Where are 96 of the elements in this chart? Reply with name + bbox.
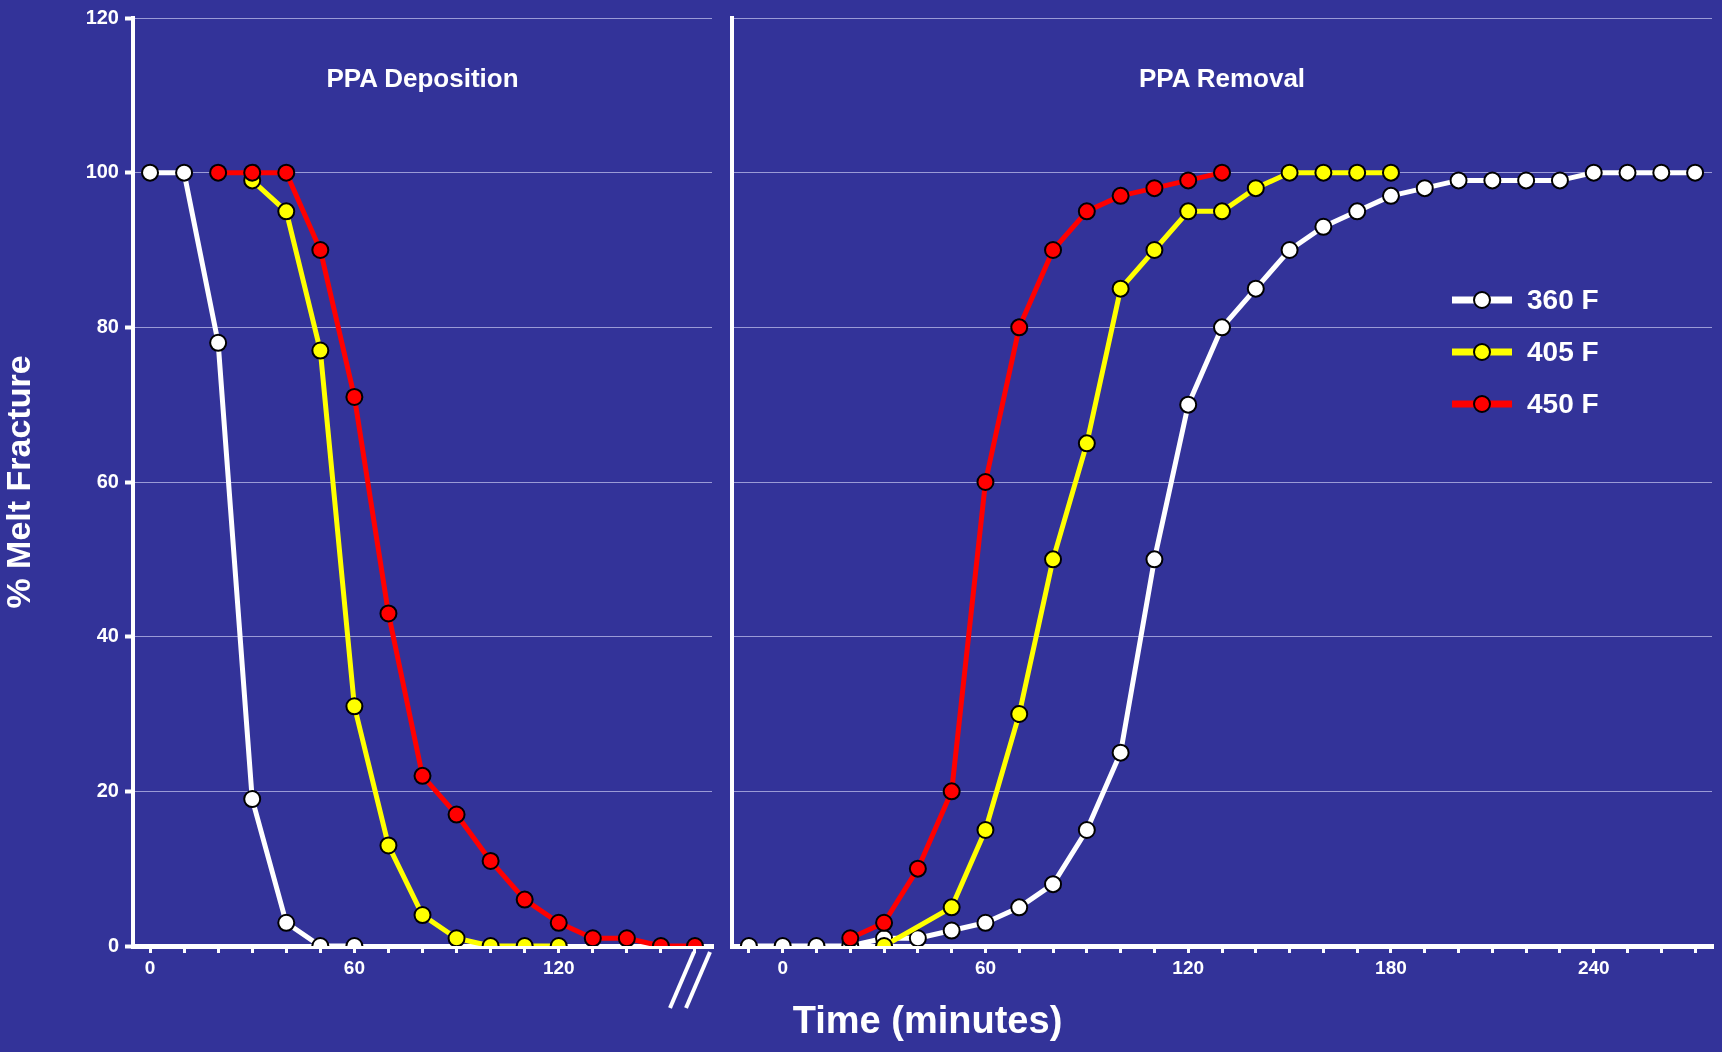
point	[277, 163, 296, 182]
point	[243, 790, 262, 809]
y-tick-label: 100	[85, 160, 119, 183]
point	[1044, 875, 1063, 894]
point	[1179, 395, 1198, 414]
legend-label: 450 F	[1527, 387, 1599, 419]
point	[1179, 202, 1198, 221]
point	[447, 929, 466, 946]
point	[1179, 171, 1198, 190]
point	[976, 821, 995, 839]
point	[345, 697, 364, 716]
point	[549, 913, 568, 932]
point	[1010, 318, 1029, 337]
x-tick-label: 0	[144, 956, 156, 978]
point	[141, 163, 160, 182]
point	[942, 782, 961, 801]
point	[481, 851, 500, 870]
point	[515, 890, 534, 909]
point	[1044, 241, 1063, 259]
y-tick-label: 120	[85, 5, 119, 28]
point	[1145, 241, 1164, 259]
legend-label: 360 F	[1527, 283, 1599, 315]
point	[1618, 163, 1637, 182]
point	[379, 836, 398, 855]
y-tick-label: 40	[96, 624, 119, 647]
x-tick-label: 180	[1375, 956, 1407, 978]
point	[1077, 821, 1096, 839]
x-tick-label: 120	[542, 956, 575, 978]
point	[1314, 163, 1333, 182]
point	[908, 929, 927, 946]
point	[1111, 279, 1130, 298]
point	[1246, 179, 1265, 198]
x-tick-label: 60	[974, 956, 997, 978]
point	[976, 473, 995, 491]
x-tick-label: 0	[777, 956, 788, 978]
point	[447, 805, 466, 824]
point	[277, 202, 296, 221]
point	[413, 766, 432, 785]
point	[1550, 171, 1569, 190]
y-tick-label: 60	[96, 469, 119, 492]
point	[875, 913, 894, 932]
x-tick-label: 120	[1172, 956, 1205, 978]
point	[1348, 202, 1367, 221]
point	[1077, 434, 1096, 453]
point	[1213, 163, 1231, 182]
point	[1044, 550, 1063, 569]
point	[311, 241, 330, 259]
point	[1145, 179, 1164, 198]
point	[583, 929, 602, 946]
legend-label: 405 F	[1527, 335, 1599, 367]
y-tick-label: 0	[107, 933, 119, 956]
point	[942, 898, 961, 917]
point	[209, 163, 228, 182]
point	[379, 604, 398, 623]
point	[1517, 171, 1536, 190]
point	[345, 387, 364, 406]
point	[311, 341, 330, 360]
point	[209, 333, 228, 352]
point	[175, 163, 194, 182]
point	[243, 163, 262, 182]
point	[1686, 163, 1705, 182]
point	[1280, 241, 1299, 259]
point	[1246, 279, 1265, 298]
point	[1111, 743, 1130, 762]
point	[976, 913, 995, 932]
point	[1111, 186, 1130, 205]
point	[1010, 705, 1029, 723]
point	[1077, 202, 1096, 221]
y-axis-title: % Melt Fracture	[0, 355, 37, 609]
point	[1010, 898, 1029, 917]
x-axis-title: Time (minutes)	[791, 998, 1064, 1043]
point	[1348, 163, 1367, 182]
point	[1584, 163, 1603, 182]
text: PPA Deposition	[326, 63, 519, 94]
point	[413, 906, 432, 925]
point	[1280, 163, 1299, 182]
point	[1449, 171, 1468, 190]
point	[1314, 217, 1333, 236]
point	[1213, 318, 1231, 337]
point	[908, 859, 927, 878]
y-tick-label: 80	[96, 314, 119, 337]
point	[1483, 171, 1502, 190]
point	[617, 929, 636, 946]
point	[1652, 163, 1671, 182]
point	[1145, 550, 1164, 569]
point	[277, 913, 296, 932]
point	[1213, 202, 1231, 221]
point	[942, 921, 961, 940]
x-tick-label: 60	[343, 956, 365, 978]
point	[1381, 163, 1400, 182]
point	[1415, 179, 1434, 198]
point	[1381, 186, 1400, 205]
text: PPA Removal	[1138, 63, 1306, 94]
x-tick-label: 240	[1577, 956, 1610, 978]
point	[841, 929, 860, 946]
y-tick-label: 20	[96, 778, 119, 801]
